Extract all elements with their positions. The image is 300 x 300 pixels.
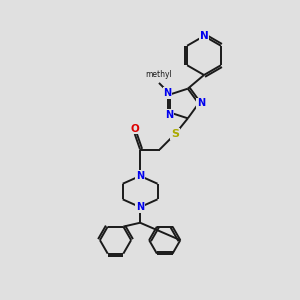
Text: methyl: methyl [145,70,172,79]
Text: N: N [163,88,171,98]
Text: N: N [196,98,205,109]
Text: S: S [171,129,179,139]
Text: O: O [130,124,139,134]
Text: N: N [165,110,173,120]
Text: N: N [136,202,144,212]
Text: N: N [136,171,144,181]
Text: N: N [200,31,208,41]
